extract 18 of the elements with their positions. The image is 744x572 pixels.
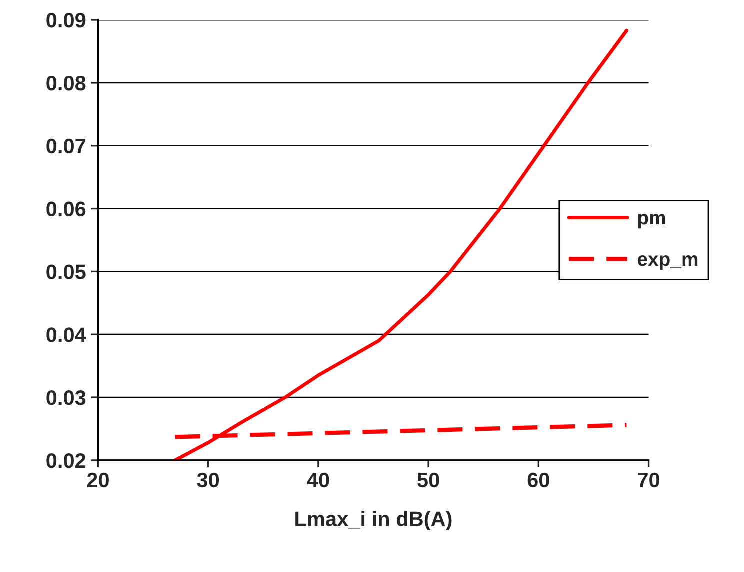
x-tick-label: 40: [307, 472, 330, 488]
x-axis-title: Lmax_i in dB(A): [296, 511, 452, 531]
y-tick-label: 0.05: [46, 264, 86, 280]
x-tick-label: 50: [418, 472, 440, 488]
y-tick-label: 0.08: [46, 76, 86, 91]
x-tick-label: 30: [197, 472, 220, 488]
y-tick-label: 0.03: [46, 390, 86, 406]
legend-label: exp_m: [638, 256, 698, 270]
legend-label: pm: [638, 214, 666, 229]
y-tick-label: 0.06: [46, 202, 86, 217]
x-tick-label: 60: [528, 472, 550, 488]
y-tick-label: 0.02: [46, 453, 86, 468]
x-tick-label: 70: [638, 472, 660, 488]
y-tick-label: 0.07: [46, 138, 86, 154]
line-series: [174, 28, 628, 460]
x-tick-label: 20: [87, 472, 109, 488]
y-tick-label: 0.09: [46, 13, 86, 28]
y-tick-label: 0.04: [46, 328, 86, 342]
